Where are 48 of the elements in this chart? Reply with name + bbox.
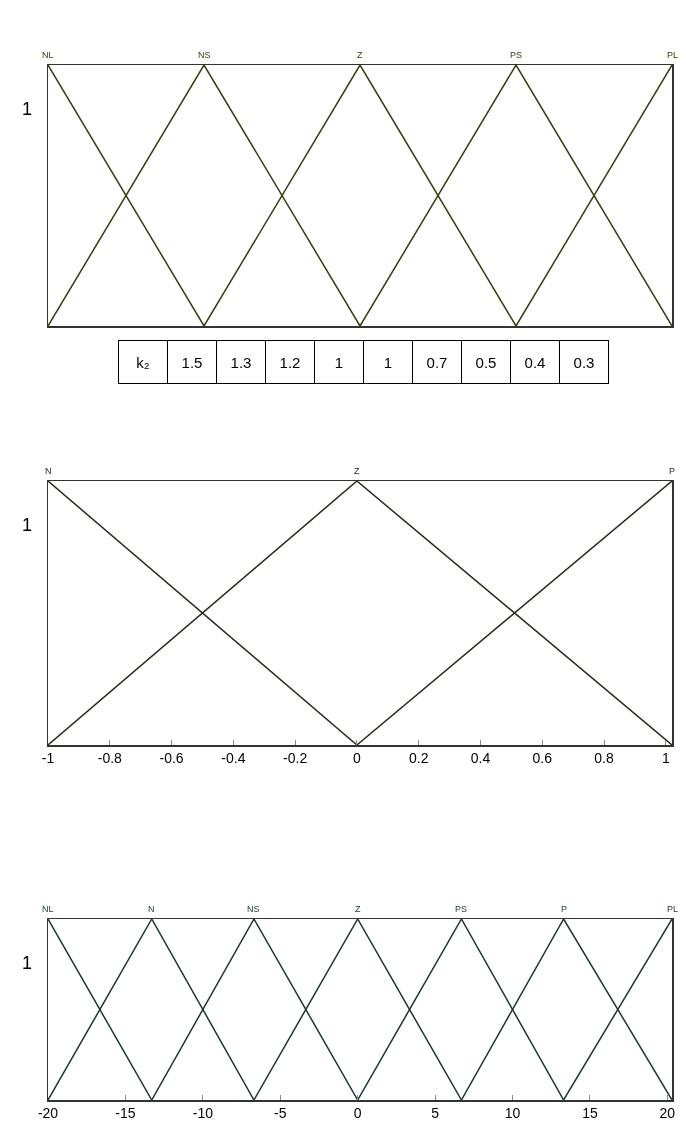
series-label: P bbox=[669, 466, 676, 476]
series-label: NS bbox=[247, 904, 260, 914]
x-tick-label: -10 bbox=[192, 1105, 214, 1122]
x-tick-label: 0.2 bbox=[408, 750, 429, 767]
x-tick-label: 0 bbox=[353, 750, 362, 767]
series-label: N bbox=[45, 466, 52, 476]
series-label: NL bbox=[42, 904, 54, 914]
x-tick-label: -15 bbox=[115, 1105, 136, 1122]
x-tick-label: 0.6 bbox=[532, 750, 553, 767]
x-tick-label: 1 bbox=[661, 750, 670, 767]
x-tick-label: 20 bbox=[659, 1105, 676, 1122]
text: 0.3 bbox=[559, 340, 609, 384]
y-axis-title: 1 bbox=[22, 99, 33, 119]
x-tick-label: 0.8 bbox=[594, 750, 614, 767]
series-label: NL bbox=[42, 50, 54, 60]
x-tick-label: -0.4 bbox=[221, 750, 246, 767]
text: 1.2 bbox=[265, 340, 315, 384]
series-label: P bbox=[561, 904, 568, 914]
series-label: PL bbox=[667, 904, 679, 914]
x-tick-label: -0.6 bbox=[159, 750, 184, 767]
text: 1.3 bbox=[216, 340, 266, 384]
x-tick-label: 10 bbox=[504, 1105, 521, 1122]
text: 1 bbox=[363, 340, 413, 384]
text: 0.4 bbox=[510, 340, 560, 384]
text: 1 bbox=[314, 340, 364, 384]
y-axis-title: 1 bbox=[22, 515, 33, 535]
series-label: Z bbox=[354, 466, 360, 476]
x-tick-label: 5 bbox=[431, 1105, 440, 1122]
text: 0.5 bbox=[461, 340, 511, 384]
series-label: PS bbox=[455, 904, 468, 914]
series-label: NS bbox=[198, 50, 211, 60]
y-axis-title: 1 bbox=[22, 953, 33, 973]
x-tick-label: -20 bbox=[37, 1105, 59, 1122]
x-tick-label: 0.4 bbox=[470, 750, 491, 767]
text: k₂ bbox=[118, 340, 168, 384]
x-tick-label: -1 bbox=[41, 750, 55, 767]
text: 1.5 bbox=[167, 340, 217, 384]
series-label: PL bbox=[667, 50, 679, 60]
x-tick-label: -5 bbox=[274, 1105, 287, 1122]
x-tick-label: -0.2 bbox=[283, 750, 308, 767]
text: 0.7 bbox=[412, 340, 462, 384]
series-label: N bbox=[148, 904, 155, 914]
x-tick-label: 15 bbox=[582, 1105, 598, 1122]
series-label: Z bbox=[357, 50, 363, 60]
series-label: PS bbox=[510, 50, 523, 60]
x-tick-label: -0.8 bbox=[97, 750, 123, 767]
series-label: Z bbox=[355, 904, 361, 914]
x-tick-label: 0 bbox=[353, 1105, 362, 1122]
